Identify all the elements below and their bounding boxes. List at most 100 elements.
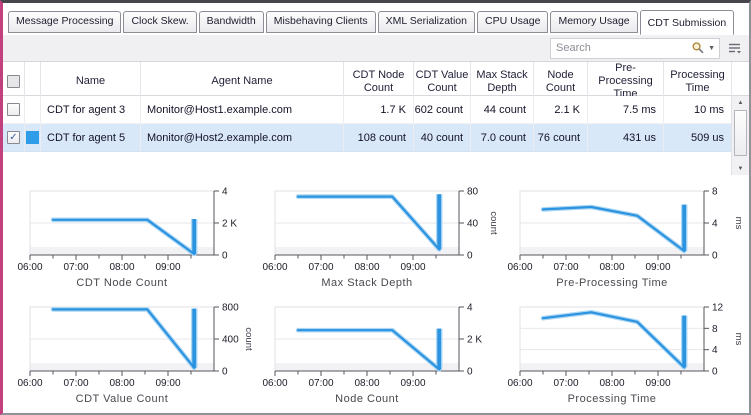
- row-value-cdt-value-count: 40 count: [414, 124, 471, 151]
- select-all-cell: [3, 62, 25, 102]
- tab-clock-skew[interactable]: Clock Skew.: [123, 11, 197, 33]
- svg-text:09:00: 09:00: [155, 378, 180, 389]
- tab-misbehaving-clients[interactable]: Misbehaving Clients: [265, 11, 376, 33]
- svg-text:09:00: 09:00: [400, 262, 425, 273]
- row-swatch-cell: [25, 96, 41, 123]
- svg-text:8: 8: [712, 187, 718, 198]
- svg-text:Pre-Processing Time: Pre-Processing Time: [556, 277, 668, 289]
- svg-text:2 K: 2 K: [467, 335, 482, 346]
- tab-cpu-usage[interactable]: CPU Usage: [477, 11, 549, 33]
- column-header-label: Processing Time: [670, 68, 725, 94]
- svg-text:4: 4: [222, 187, 228, 198]
- svg-text:8: 8: [712, 324, 718, 335]
- svg-text:12: 12: [712, 303, 724, 314]
- svg-text:80: 80: [467, 187, 479, 198]
- svg-text:0: 0: [467, 251, 473, 262]
- svg-text:0: 0: [712, 251, 718, 262]
- row-checkbox[interactable]: ✓: [7, 131, 20, 144]
- search-chevron-down-icon[interactable]: ▼: [708, 44, 715, 52]
- column-options-icon[interactable]: [726, 42, 742, 55]
- select-all-checkbox[interactable]: [7, 75, 20, 89]
- svg-text:07:00: 07:00: [63, 262, 88, 273]
- svg-text:CDT Node Count: CDT Node Count: [76, 277, 167, 289]
- tab-xml-serialization[interactable]: XML Serialization: [377, 11, 475, 33]
- svg-text:count: count: [243, 327, 253, 351]
- chart-max-stack-depth: 06:00 07:00 08:00 09:00 0 40 80 count Max Stack …: [262, 187, 499, 290]
- svg-text:ms: ms: [733, 217, 743, 230]
- svg-text:0: 0: [222, 251, 228, 262]
- svg-text:06:00: 06:00: [17, 262, 42, 273]
- svg-text:09:00: 09:00: [400, 378, 425, 389]
- chart-cell-cdt-value-count: 06:00 07:00 08:00 09:00 0 400 800 count CDT Valu…: [10, 299, 255, 411]
- tab-cdt-submission[interactable]: CDT Submission: [639, 10, 735, 35]
- scroll-down-button[interactable]: ▼: [737, 165, 744, 172]
- svg-text:07:00: 07:00: [308, 262, 333, 273]
- search-input[interactable]: [551, 42, 689, 54]
- scrollbar-thumb[interactable]: [734, 110, 747, 156]
- search-box[interactable]: ▼: [550, 37, 720, 59]
- row-agent-name: Monitor@Host1.example.com: [141, 96, 344, 123]
- tab-message-processing[interactable]: Message Processing: [8, 11, 122, 33]
- column-header-label: Node Count: [545, 68, 576, 94]
- svg-text:4: 4: [712, 219, 718, 230]
- column-header-label: CDT Node Count: [352, 68, 405, 94]
- scroll-up-button[interactable]: ▲: [737, 99, 744, 106]
- svg-text:0: 0: [222, 367, 228, 378]
- toolbar: ▼: [3, 35, 749, 62]
- column-header-max-stack-depth[interactable]: Max Stack Depth: [471, 62, 534, 102]
- row-value-node-count: 2.1 K: [534, 96, 588, 123]
- tab-bandwidth[interactable]: Bandwidth: [198, 11, 264, 33]
- column-header-name[interactable]: Name: [41, 62, 141, 102]
- svg-text:08:00: 08:00: [599, 378, 624, 389]
- tab-memory-usage[interactable]: Memory Usage: [550, 11, 638, 33]
- row-value-max-stack-depth: 44 count: [471, 96, 534, 123]
- charts-grid: 06:00 07:00 08:00 09:00 0 2 K 4 CDT Node Count 0…: [3, 175, 749, 411]
- svg-text:CDT Value Count: CDT Value Count: [76, 393, 169, 405]
- chart-cell-processing-time: 06:00 07:00 08:00 09:00 0 4 8 12 ms Processing Ti…: [500, 299, 745, 411]
- vertical-scrollbar[interactable]: ▲ ▼: [731, 96, 749, 175]
- svg-text:2 K: 2 K: [222, 219, 237, 230]
- svg-text:08:00: 08:00: [354, 378, 379, 389]
- chart-cell-max-stack-depth: 06:00 07:00 08:00 09:00 0 40 80 count Max Stack …: [255, 183, 500, 295]
- row-value-pre-processing-time: 431 us: [588, 124, 664, 151]
- row-value-max-stack-depth: 7.0 count: [471, 124, 534, 151]
- row-value-node-count: 76 count: [534, 124, 588, 151]
- row-value-cdt-value-count: 602 count: [414, 96, 471, 123]
- chart-cdt-value-count: 06:00 07:00 08:00 09:00 0 400 800 count CDT Valu…: [17, 303, 254, 406]
- svg-text:Node Count: Node Count: [335, 393, 399, 405]
- svg-text:06:00: 06:00: [507, 262, 532, 273]
- column-header-cdt-node-count[interactable]: CDT Node Count: [344, 62, 414, 102]
- column-header-node-count[interactable]: Node Count: [534, 62, 588, 102]
- svg-text:ms: ms: [733, 333, 743, 346]
- svg-text:4: 4: [712, 345, 718, 356]
- svg-text:800: 800: [222, 303, 239, 314]
- column-header-cdt-value-count[interactable]: CDT Value Count: [414, 62, 471, 102]
- row-value-processing-time: 509 us: [664, 124, 732, 151]
- svg-text:0: 0: [712, 367, 718, 378]
- column-header-agent-name[interactable]: Agent Name: [141, 62, 344, 102]
- column-header-label: Max Stack Depth: [476, 68, 528, 94]
- svg-text:08:00: 08:00: [109, 262, 134, 273]
- table-row[interactable]: CDT for agent 3 Monitor@Host1.example.com…: [3, 96, 749, 124]
- svg-text:07:00: 07:00: [308, 378, 333, 389]
- row-checkbox[interactable]: [7, 103, 20, 116]
- table-row[interactable]: ✓ CDT for agent 5 Monitor@Host2.example.co…: [3, 124, 749, 152]
- chart-cell-pre-processing-time: 06:00 07:00 08:00 09:00 0 4 8 ms Pre-Processing …: [500, 183, 745, 295]
- series-color-swatch: [26, 131, 39, 144]
- chart-node-count: 06:00 07:00 08:00 09:00 0 2 K 4 Node Count: [262, 303, 482, 406]
- svg-text:400: 400: [222, 335, 239, 346]
- chart-cell-cdt-node-count: 06:00 07:00 08:00 09:00 0 2 K 4 CDT Node Count: [10, 183, 255, 295]
- chart-cdt-node-count: 06:00 07:00 08:00 09:00 0 2 K 4 CDT Node Count: [17, 187, 237, 290]
- column-header-label: Name: [75, 75, 106, 88]
- color-column-header: [25, 62, 41, 102]
- svg-text:4: 4: [467, 303, 473, 314]
- table-body: CDT for agent 3 Monitor@Host1.example.com…: [3, 96, 749, 175]
- row-value-cdt-node-count: 108 count: [344, 124, 414, 151]
- svg-text:40: 40: [467, 219, 479, 230]
- svg-text:08:00: 08:00: [109, 378, 134, 389]
- svg-text:09:00: 09:00: [155, 262, 180, 273]
- search-icon[interactable]: [688, 41, 708, 55]
- column-header-processing-time[interactable]: Processing Time: [664, 62, 732, 102]
- row-value-processing-time: 10 ms: [664, 96, 732, 123]
